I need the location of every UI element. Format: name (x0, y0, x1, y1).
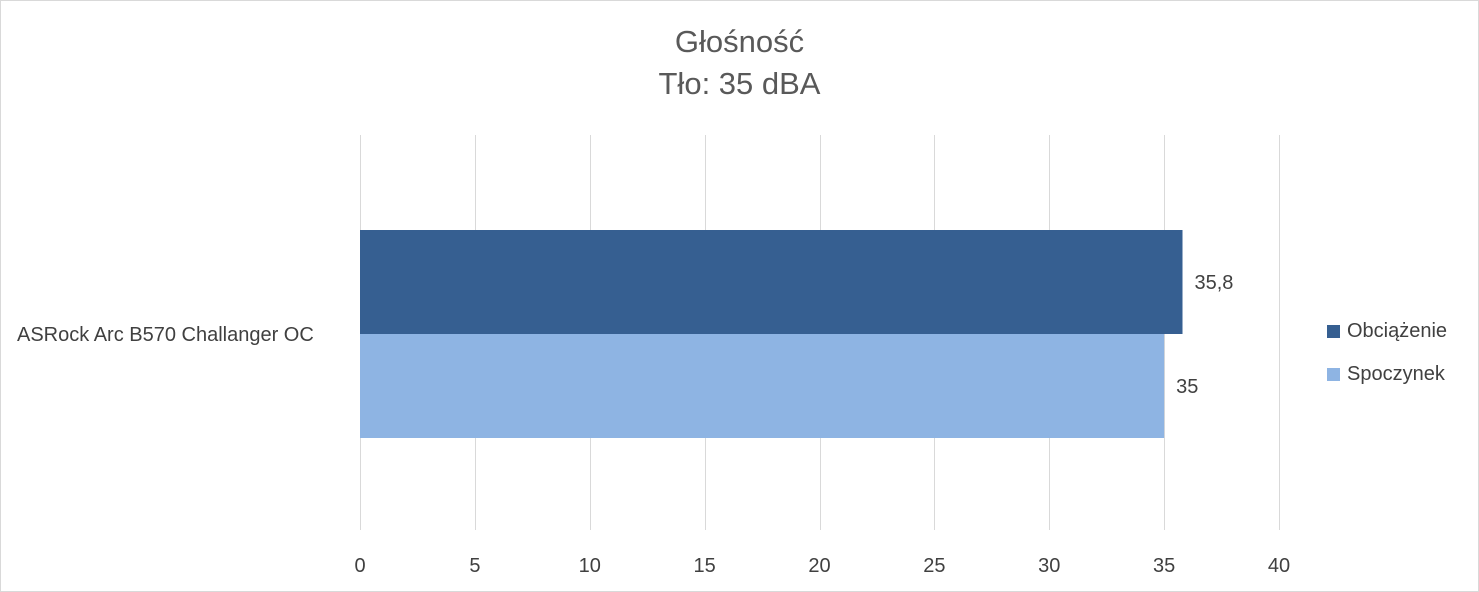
chart-title: Głośność (674, 24, 805, 59)
legend-item-spoczynek: Spoczynek (1327, 358, 1447, 390)
bar-obci-enie (360, 230, 1183, 334)
legend-swatch-obciazenie (1327, 324, 1340, 338)
chart-title-block: Głośność Tło: 35 dBA (1, 21, 1478, 105)
chart-subtitle: Tło: 35 dBA (658, 66, 821, 101)
x-tick-label-20: 20 (808, 555, 830, 577)
data-label-1: 35 (1176, 376, 1198, 398)
x-tick-label-40: 40 (1268, 555, 1290, 577)
data-label-0: 35,8 (1195, 272, 1234, 294)
x-tick-label-10: 10 (579, 555, 601, 577)
x-tick-label-15: 15 (694, 555, 716, 577)
category-label: ASRock Arc B570 Challanger OC (17, 324, 314, 346)
legend-label-spoczynek: Spoczynek (1347, 362, 1445, 385)
x-tick-label-5: 5 (469, 555, 480, 577)
bar-spoczynek (360, 334, 1165, 438)
x-tick-label-0: 0 (354, 555, 365, 577)
x-tick-label-25: 25 (923, 555, 945, 577)
legend-swatch-spoczynek (1327, 367, 1340, 381)
legend: Obciążenie Spoczynek (1327, 315, 1447, 401)
legend-item-obciazenie: Obciążenie (1327, 315, 1447, 347)
legend-label-obciazenie: Obciążenie (1347, 319, 1448, 342)
x-tick-label-35: 35 (1153, 555, 1175, 577)
x-tick-label-30: 30 (1038, 555, 1060, 577)
